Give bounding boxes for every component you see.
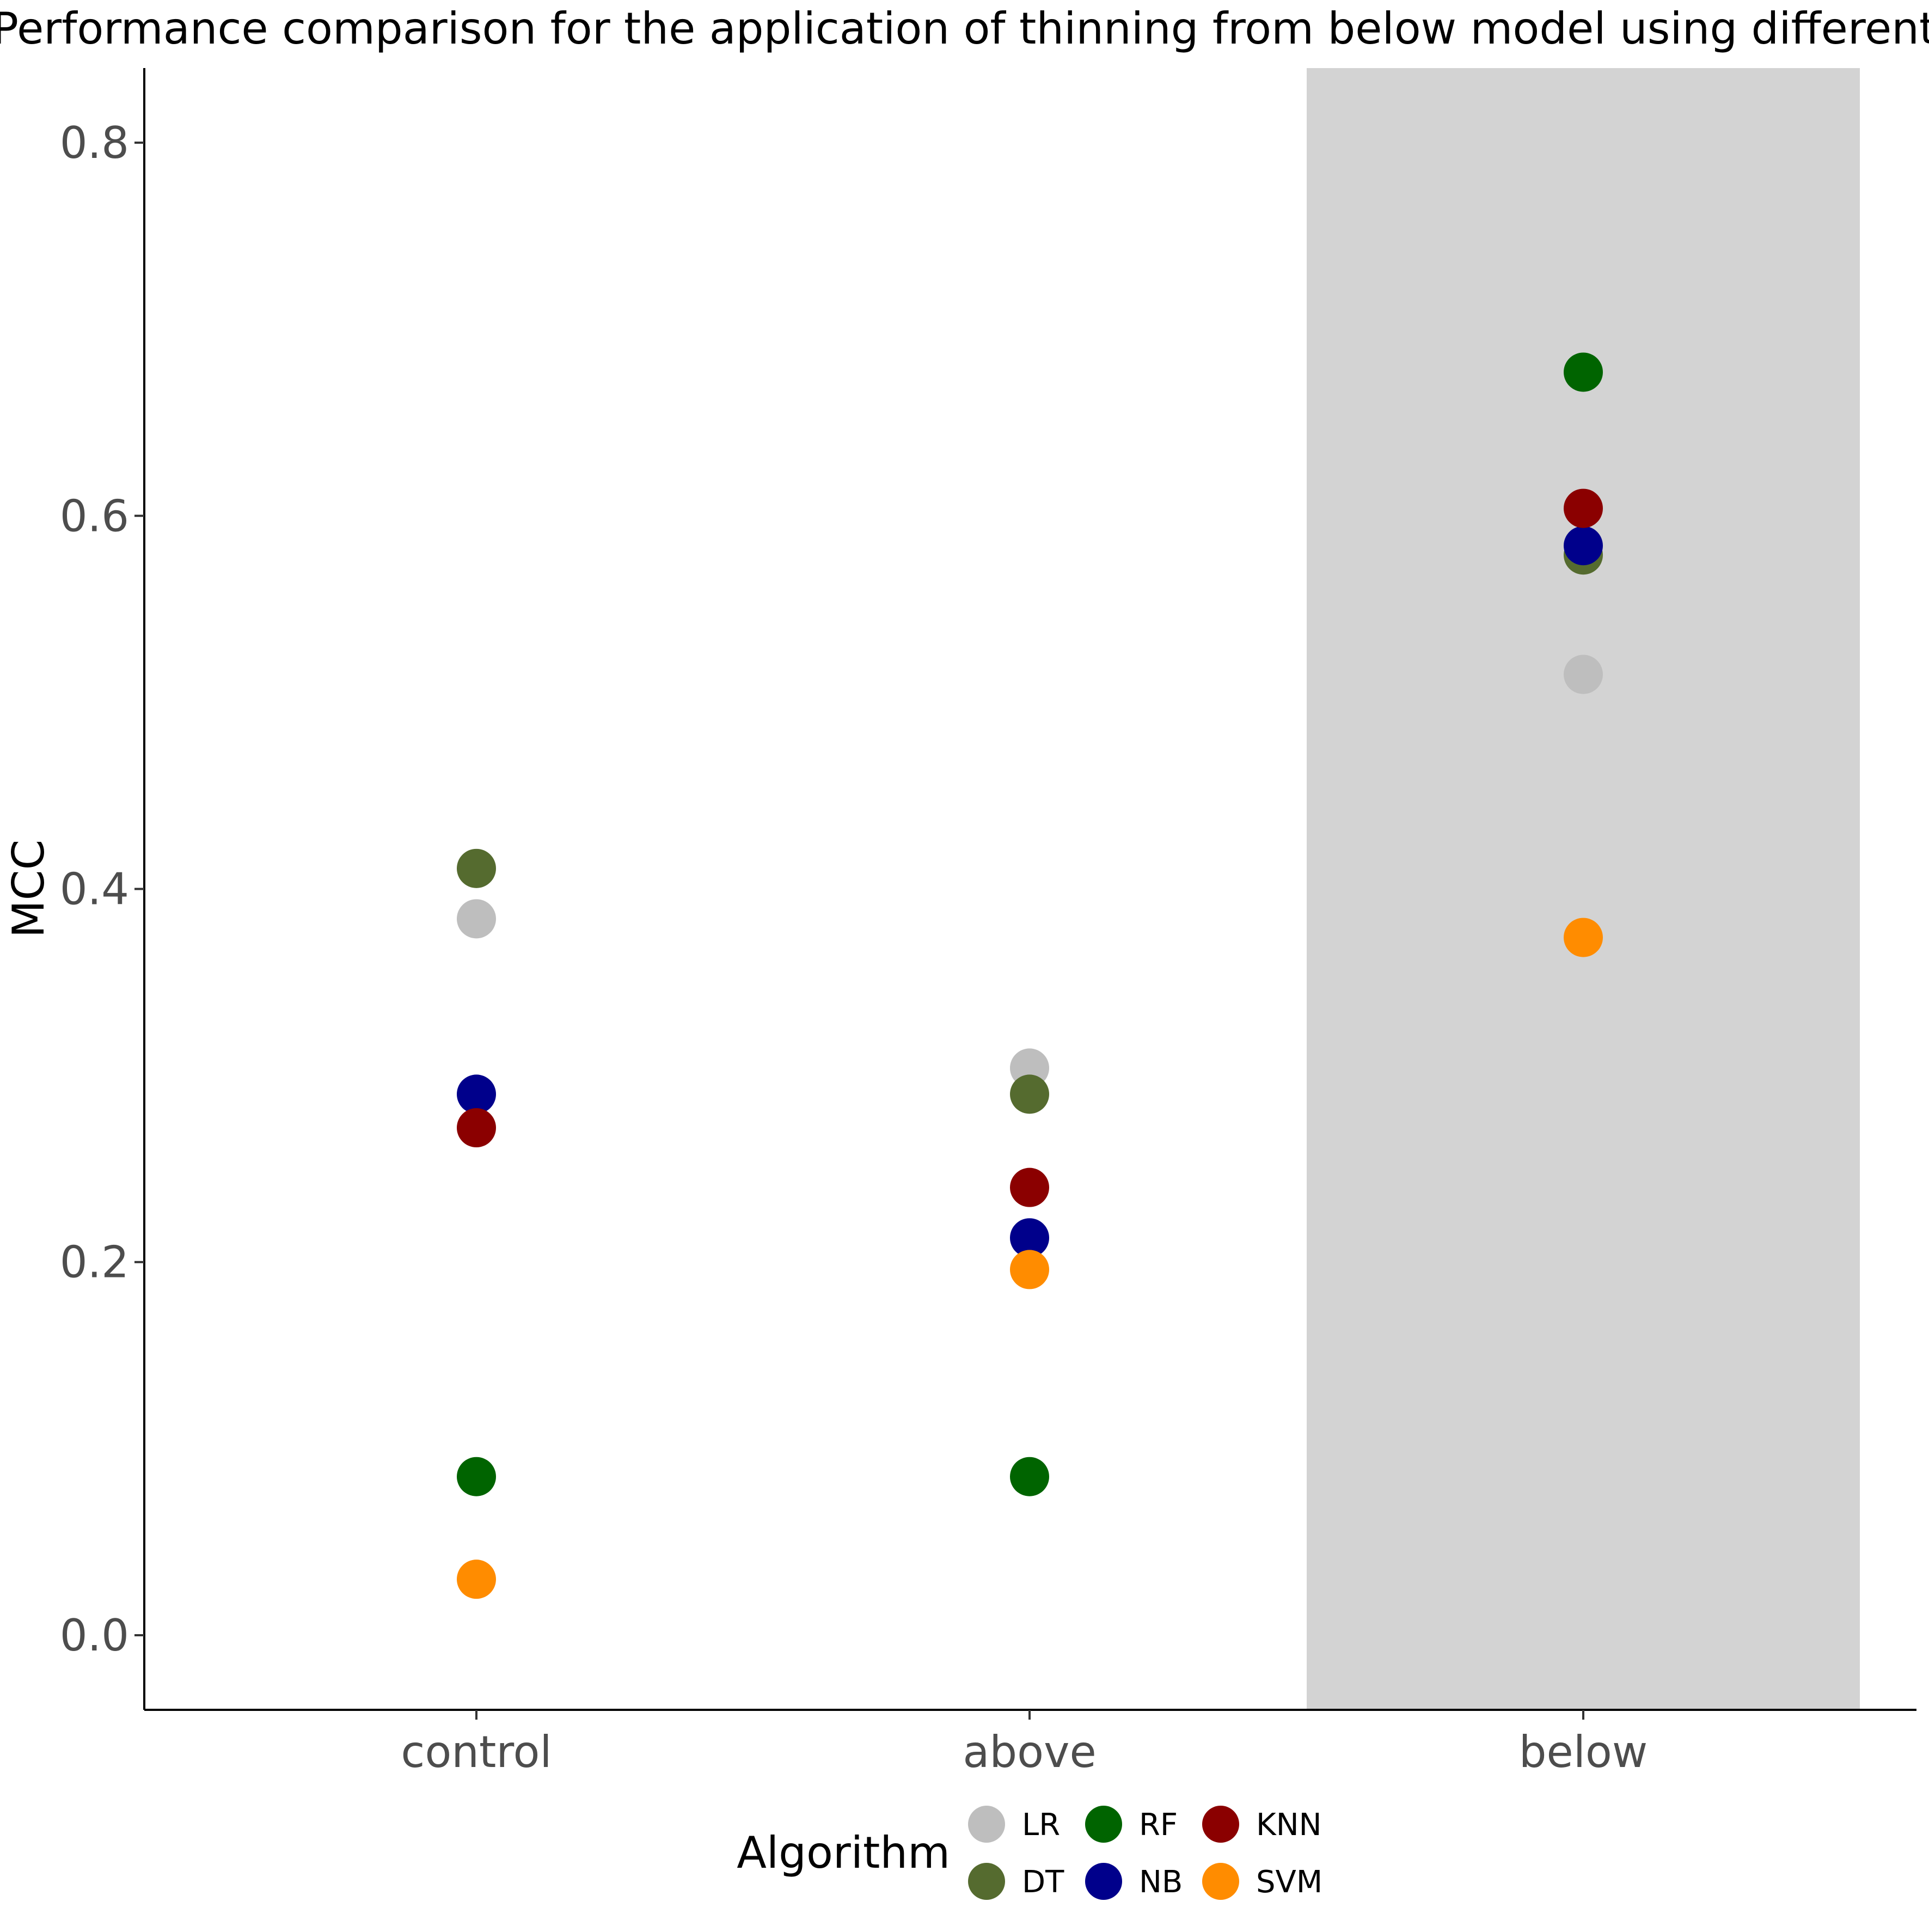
data-point-nb [1010,1218,1049,1258]
data-point-lr [1564,655,1603,694]
data-point-rf [1564,352,1603,392]
data-point-rf [457,1457,496,1496]
legend-key-lr [968,1806,1005,1843]
data-point-knn [1564,488,1603,528]
data-point-nb [457,1074,496,1114]
y-tick-label: 0.6 [60,491,129,541]
y-tick-label: 0.2 [60,1237,129,1288]
y-axis-title: MCC [3,840,54,938]
legend-key-nb [1085,1863,1122,1900]
legend-key-knn [1202,1806,1239,1843]
legend-key-svm [1202,1863,1239,1900]
data-point-dt [457,848,496,888]
data-point-knn [457,1108,496,1148]
legend-label-dt: DT [1022,1864,1064,1900]
data-point-dt [1010,1074,1049,1114]
legend-key-rf [1085,1806,1122,1843]
x-tick-label: control [401,1727,552,1777]
legend-label-rf: RF [1139,1807,1178,1843]
data-point-svm [1564,918,1603,957]
data-point-svm [1010,1250,1049,1289]
data-point-nb [1564,526,1603,566]
legend-label-nb: NB [1139,1864,1183,1900]
chart-title: Performance comparison for the applicati… [0,3,1929,54]
y-tick-label: 0.8 [60,118,129,168]
legend-label-knn: KNN [1256,1807,1322,1843]
x-tick-label: above [963,1727,1096,1777]
legend-label-lr: LR [1022,1807,1060,1843]
data-point-knn [1010,1167,1049,1207]
data-point-svm [457,1560,496,1599]
legend-title: Algorithm [737,1827,950,1878]
data-point-lr [457,899,496,939]
x-tick-label: below [1519,1727,1648,1777]
data-point-rf [1010,1457,1049,1496]
y-tick-label: 0.0 [60,1610,129,1661]
y-tick-label: 0.4 [60,864,129,915]
legend-label-svm: SVM [1256,1864,1322,1900]
highlight-band [1307,68,1860,1710]
legend-key-dt [968,1863,1005,1900]
